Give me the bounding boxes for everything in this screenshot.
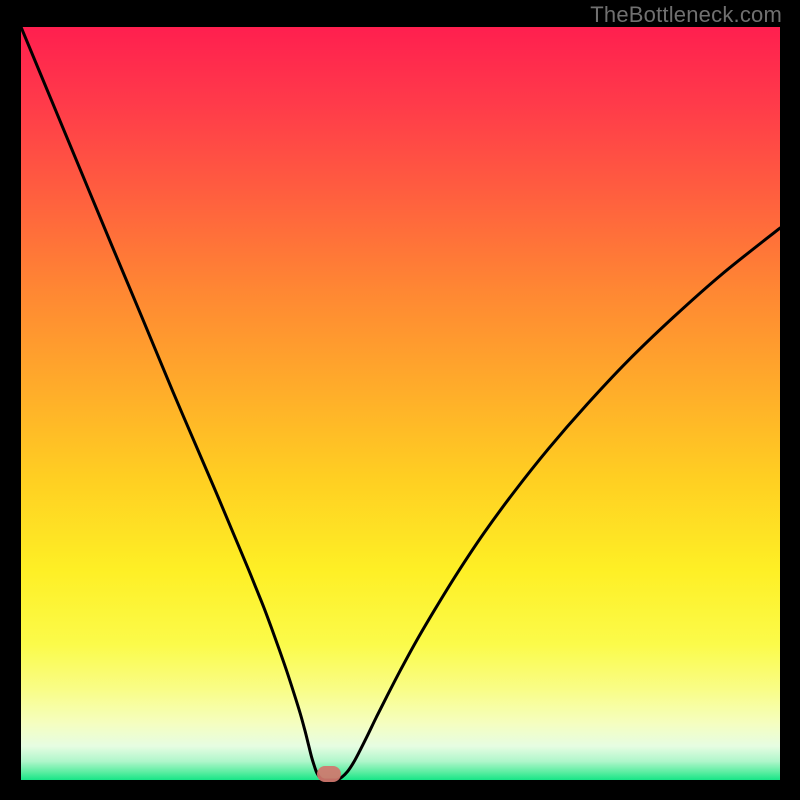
plot-background-gradient bbox=[21, 27, 780, 780]
optimal-point-marker bbox=[317, 766, 341, 782]
watermark-text: TheBottleneck.com bbox=[590, 2, 782, 28]
